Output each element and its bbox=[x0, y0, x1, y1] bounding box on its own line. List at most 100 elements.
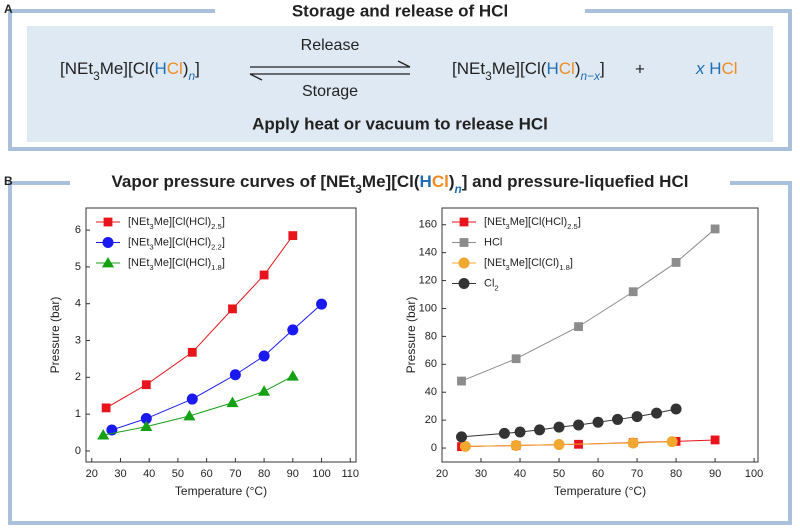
panel-label: A bbox=[4, 2, 13, 16]
x-tick-label: 50 bbox=[172, 468, 184, 480]
legend-label-part: 2.5 bbox=[211, 222, 222, 231]
x-tick-label: 30 bbox=[114, 468, 126, 480]
marker bbox=[288, 231, 298, 241]
equilibrium-arrows bbox=[249, 60, 411, 81]
title-part: Me][Cl( bbox=[362, 172, 420, 191]
x-tick-label: 80 bbox=[670, 468, 682, 480]
x-tick-label: 20 bbox=[86, 468, 98, 480]
formula-part: H bbox=[546, 59, 558, 78]
y-tick-label: 0 bbox=[75, 445, 81, 457]
marker bbox=[553, 421, 565, 433]
formula-part: Cl bbox=[559, 59, 575, 78]
formula-part: H bbox=[705, 59, 722, 78]
legend-label-part: 2 bbox=[494, 283, 498, 292]
title-part: ] and pressure-liquefied HCl bbox=[462, 172, 689, 191]
x-tick-label: 100 bbox=[745, 468, 763, 480]
reactant: [NEt3Me][Cl(HCl)n] bbox=[60, 59, 200, 83]
marker bbox=[141, 380, 151, 390]
x-tick-label: 90 bbox=[709, 468, 721, 480]
plot-frame bbox=[441, 207, 759, 463]
marker bbox=[226, 396, 239, 408]
y-axis-label: Pressure (bar) bbox=[404, 297, 418, 374]
legend-label-part: 2.2 bbox=[211, 242, 222, 251]
legend-label-part: 1.8 bbox=[211, 263, 222, 272]
series-line bbox=[461, 408, 677, 438]
y-axis-label: Pressure (bar) bbox=[48, 297, 62, 374]
marker bbox=[258, 385, 271, 396]
marker bbox=[510, 440, 522, 452]
legend-label-part: 1.8 bbox=[559, 263, 570, 272]
legend-label-part: 3 bbox=[505, 222, 509, 231]
formula-part: n bbox=[188, 69, 195, 83]
marker bbox=[628, 287, 638, 297]
x-tick-label: 70 bbox=[229, 468, 241, 480]
marker bbox=[671, 258, 681, 267]
x-tick-label: 60 bbox=[201, 468, 213, 480]
series: Cl2 bbox=[452, 277, 682, 443]
arrow-label: Storage bbox=[302, 83, 358, 100]
marker bbox=[316, 298, 328, 310]
marker bbox=[287, 324, 299, 336]
formula-part: 3 bbox=[485, 69, 492, 83]
marker bbox=[651, 407, 663, 419]
gas: x HCl bbox=[695, 59, 738, 78]
marker bbox=[710, 224, 720, 234]
formula-part: ) bbox=[575, 59, 581, 78]
marker bbox=[631, 411, 643, 423]
marker bbox=[459, 440, 471, 452]
formula-part: x bbox=[695, 59, 705, 78]
legend-label: [NEt3Me][Cl(HCl)2.5] bbox=[128, 216, 225, 231]
marker bbox=[670, 403, 682, 415]
series: [NEt3Me][Cl(HCl)1.8] bbox=[96, 257, 299, 440]
y-tick-label: 40 bbox=[425, 386, 437, 398]
panel-b-title-bg bbox=[70, 170, 730, 196]
y-tick-label: 100 bbox=[419, 302, 437, 314]
y-tick-label: 80 bbox=[425, 330, 437, 342]
marker bbox=[286, 370, 299, 381]
panel-title: Vapor pressure curves of [NEt3Me][Cl(HCl… bbox=[112, 172, 689, 196]
formula-part: 3 bbox=[93, 69, 100, 83]
legend-label-part: ] bbox=[222, 216, 225, 228]
legend-label: [NEt3Me][Cl(HCl)2.2] bbox=[128, 236, 225, 251]
marker bbox=[183, 409, 196, 421]
legend-label-part: [NEt bbox=[128, 257, 149, 269]
marker bbox=[457, 376, 466, 386]
y-tick-label: 1 bbox=[75, 408, 81, 420]
marker bbox=[258, 350, 270, 362]
y-tick-label: 2 bbox=[75, 371, 81, 383]
y-tick-label: 20 bbox=[425, 414, 437, 426]
marker bbox=[101, 256, 115, 268]
formula-part: ] bbox=[195, 59, 200, 78]
x-tick-label: 100 bbox=[312, 468, 330, 480]
legend-label-part: Me][Cl(HCl) bbox=[154, 216, 211, 228]
legend-label: [NEt3Me][Cl(Cl)1.8] bbox=[484, 257, 573, 272]
legend-label-part: [NEt bbox=[128, 216, 149, 228]
panel-title: Storage and release of HCl bbox=[292, 1, 508, 20]
x-axis-label: Temperature (°C) bbox=[175, 484, 267, 498]
legend-label: HCl bbox=[484, 236, 502, 248]
marker bbox=[103, 217, 113, 227]
marker bbox=[456, 431, 468, 443]
marker bbox=[666, 436, 678, 448]
legend-label-part: Cl bbox=[484, 277, 494, 289]
marker bbox=[553, 439, 565, 451]
arrow-label: Release bbox=[301, 37, 360, 54]
series-line bbox=[461, 228, 716, 382]
x-axis-label: Temperature (°C) bbox=[554, 484, 646, 498]
product: [NEt3Me][Cl(HCl)n−x] bbox=[452, 59, 605, 83]
series: HCl bbox=[452, 224, 720, 386]
y-tick-label: 60 bbox=[425, 358, 437, 370]
legend-label: Cl2 bbox=[484, 277, 499, 292]
series-line bbox=[103, 375, 294, 436]
legend-label-part: Me][Cl(Cl) bbox=[510, 257, 560, 269]
title-part: H bbox=[420, 172, 432, 191]
panel-label: B bbox=[4, 174, 13, 188]
marker bbox=[612, 413, 624, 425]
marker bbox=[459, 217, 469, 227]
marker bbox=[514, 426, 526, 438]
formula-part: ] bbox=[600, 59, 605, 78]
y-tick-label: 0 bbox=[431, 442, 437, 454]
x-tick-label: 30 bbox=[475, 468, 487, 480]
formula-part: n−x bbox=[580, 69, 601, 83]
